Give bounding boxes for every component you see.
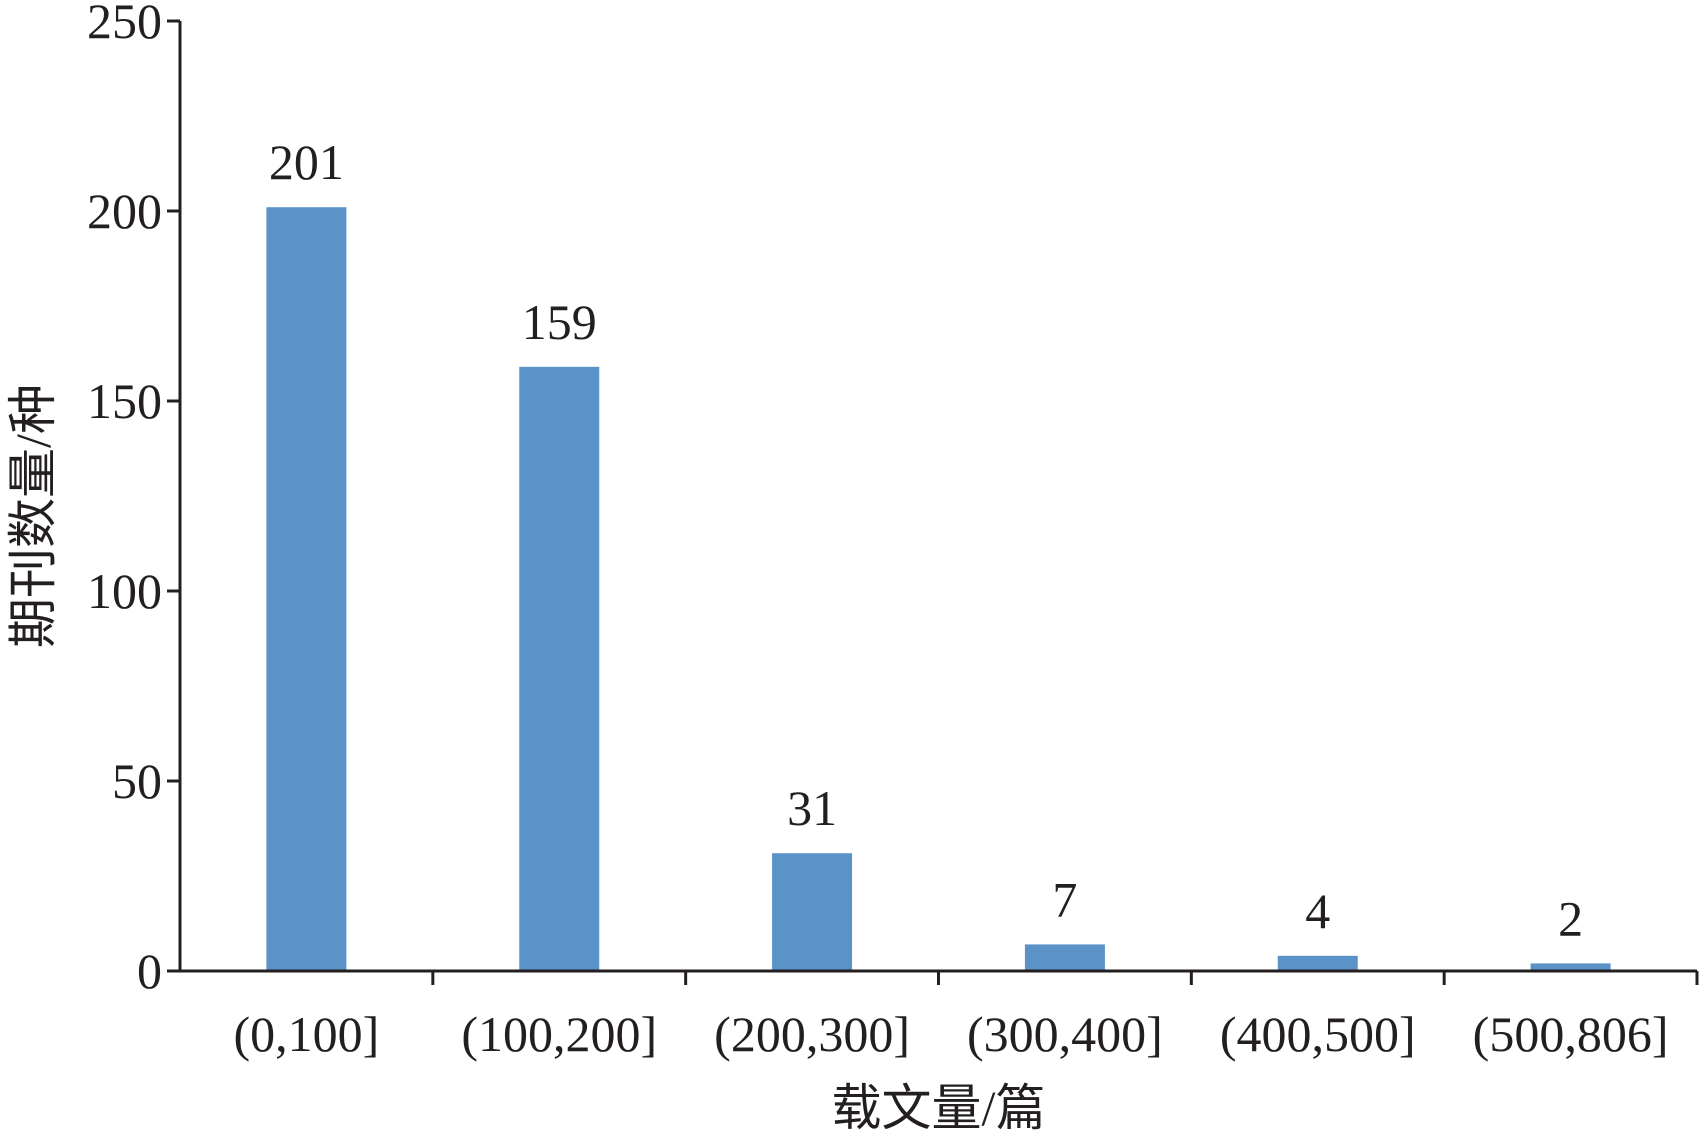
x-category-label: (300,400] — [967, 1006, 1163, 1062]
x-axis-ticks — [431, 971, 1699, 985]
bar — [1530, 963, 1611, 971]
data-labels-group: 201 (0,100] 159 (100,200] 31 (200,300] 7 (300,4… — [234, 134, 1669, 1062]
x-category-label: (0,100] — [234, 1006, 380, 1062]
y-tick-label: 100 — [87, 563, 162, 619]
bars-group — [266, 207, 1611, 971]
x-category-label: (100,200] — [461, 1006, 657, 1062]
bar — [1277, 955, 1358, 971]
y-tick-label: 250 — [87, 0, 162, 49]
y-tick-label: 50 — [112, 753, 162, 809]
y-tick-label: 200 — [87, 183, 162, 239]
x-axis-title: 载文量/篇 — [832, 1080, 1046, 1133]
x-category-label: (500,806] — [1473, 1006, 1669, 1062]
bar-value-label: 159 — [522, 294, 597, 350]
x-category-label: (200,300] — [714, 1006, 910, 1062]
y-axis-ticks: 0 50 100 150 200 250 — [87, 0, 180, 999]
x-category-label: (400,500] — [1220, 1006, 1416, 1062]
bar-value-label: 2 — [1558, 890, 1583, 946]
bar — [519, 366, 600, 971]
bar — [1024, 944, 1105, 971]
bar — [266, 207, 347, 971]
bar — [772, 853, 853, 971]
y-tick-label: 0 — [137, 943, 162, 999]
bar-value-label: 201 — [269, 134, 344, 190]
bar-value-label: 4 — [1305, 883, 1330, 939]
y-axis-title: 期刊数量/种 — [5, 384, 61, 648]
y-tick-label: 150 — [87, 373, 162, 429]
bar-value-label: 31 — [787, 780, 837, 836]
bar-value-label: 7 — [1052, 871, 1077, 927]
